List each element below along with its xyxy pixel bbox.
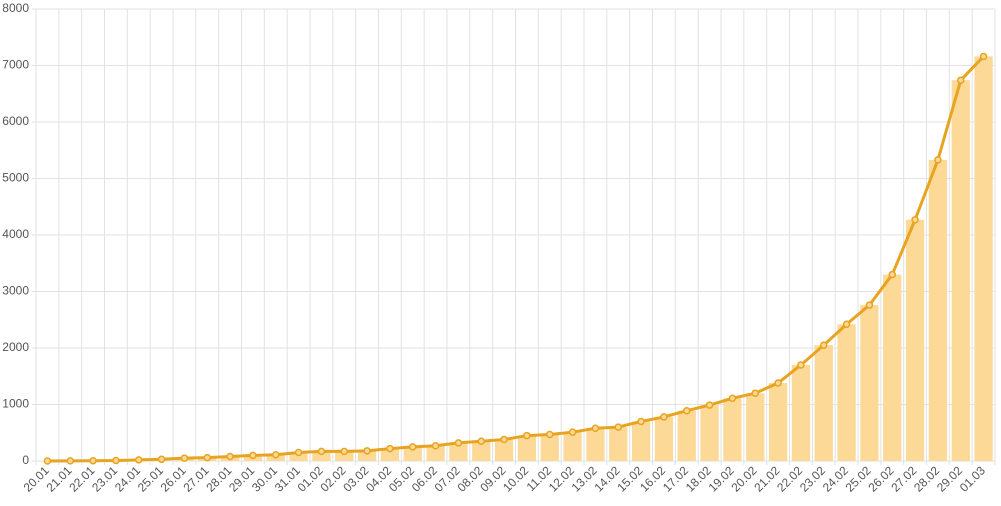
bar [905,219,925,461]
y-tick-label: 7000 [2,58,29,72]
point [728,394,737,403]
bar [654,416,674,461]
point [911,215,919,224]
point [888,270,896,279]
bar [289,452,308,461]
y-tick-label: 2000 [2,340,29,354]
point [66,457,74,465]
point [979,52,988,61]
point [774,379,782,387]
bar [723,398,742,461]
bar [746,393,765,461]
point [363,447,371,455]
bar [335,451,354,461]
point [546,430,554,439]
point [568,428,577,436]
point [249,451,257,460]
bar [586,428,605,461]
bar [517,435,537,461]
bar [357,450,377,461]
point [797,361,805,369]
bar [403,446,422,461]
point [431,441,440,450]
point [683,406,691,415]
bar [494,439,514,461]
y-tick-label: 4000 [2,227,29,241]
bar [791,364,811,461]
bar [426,445,445,461]
point [865,301,874,309]
point [934,156,942,164]
bar [837,324,856,461]
x-tick-label: 10.02 [500,463,531,494]
point [614,423,622,431]
y-tick-label: 8000 [2,1,29,15]
line [47,55,985,463]
bar [768,383,788,461]
bar [631,421,651,461]
point [180,454,189,462]
point [842,320,851,329]
point [523,431,531,440]
point [454,439,463,447]
point [477,437,485,445]
bar [472,441,491,461]
point [637,417,645,426]
y-tick-label: 6000 [2,114,29,128]
bar [951,80,970,461]
bar [860,305,879,461]
point [660,413,668,421]
x-tick-label: 01.03 [957,463,988,494]
point [317,447,326,456]
point [386,444,394,453]
bar [883,274,902,461]
bar [312,451,331,461]
point [705,401,714,409]
point [591,424,600,432]
point [157,455,166,464]
point [500,435,508,444]
bar [380,448,400,461]
point [226,452,234,461]
point [112,456,120,465]
bar [700,405,719,461]
bar [974,56,993,462]
point [409,443,417,451]
point [820,341,828,349]
bar [540,434,559,461]
point [43,457,52,465]
point [135,456,143,464]
point [203,453,211,462]
bar [449,442,468,461]
bar [814,345,833,461]
y-tick-label: 5000 [2,171,29,185]
bar [563,432,582,461]
bar [928,159,948,462]
y-tick-label: 3000 [2,284,29,298]
point [340,447,348,456]
point [957,76,965,84]
bar [677,410,696,461]
bar [609,427,628,461]
point [751,389,759,397]
point [89,456,97,465]
point [272,451,280,459]
point [294,448,303,457]
y-tick-label: 0 [22,453,29,467]
y-tick-label: 1000 [2,397,29,411]
